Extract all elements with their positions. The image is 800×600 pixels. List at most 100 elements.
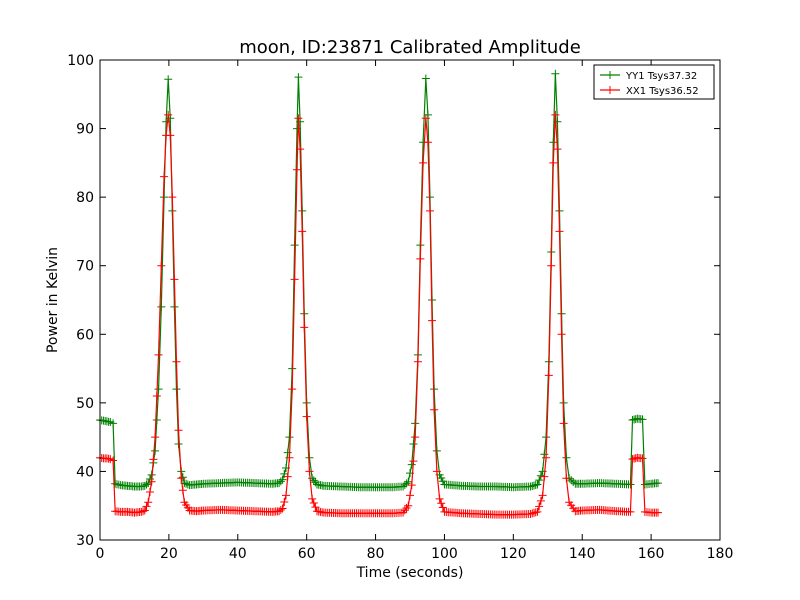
- data-point-marker: [540, 472, 549, 481]
- data-point-marker: [421, 74, 430, 83]
- legend-marker: [606, 86, 614, 94]
- data-point-marker: [174, 426, 183, 435]
- y-tick-label: 90: [76, 122, 94, 138]
- data-point-marker: [309, 476, 318, 485]
- data-point-marker: [166, 131, 175, 140]
- data-point-marker: [182, 479, 191, 488]
- data-point-marker: [533, 480, 542, 489]
- data-point-marker: [137, 507, 146, 516]
- data-point-marker: [542, 433, 551, 442]
- data-point-marker: [151, 433, 160, 442]
- data-point-marker: [283, 448, 292, 457]
- data-point-marker: [407, 460, 416, 469]
- data-point-marker: [154, 350, 163, 359]
- data-point-marker: [559, 419, 568, 428]
- data-point-marker: [285, 453, 294, 462]
- data-point-marker: [147, 477, 156, 486]
- data-point-marker: [402, 479, 411, 488]
- data-point-marker: [528, 509, 537, 518]
- x-tick-label: 0: [96, 546, 105, 562]
- x-tick-label: 100: [431, 546, 458, 562]
- data-point-marker: [399, 482, 408, 491]
- data-point-marker: [151, 446, 160, 455]
- data-point-marker: [276, 505, 285, 514]
- data-point-marker: [172, 385, 181, 394]
- series-0: [96, 69, 662, 492]
- data-point-marker: [419, 158, 428, 167]
- data-point-marker: [160, 172, 169, 181]
- data-point-marker: [278, 504, 287, 513]
- data-point-marker: [290, 275, 299, 284]
- data-point-marker: [638, 454, 647, 463]
- data-point-marker: [296, 117, 305, 126]
- data-point-marker: [168, 193, 177, 202]
- data-point-marker: [305, 467, 314, 476]
- data-point-marker: [535, 502, 544, 511]
- data-point-marker: [293, 165, 302, 174]
- data-point-marker: [400, 480, 409, 489]
- data-point-marker: [285, 433, 294, 442]
- data-point-marker: [438, 503, 447, 512]
- data-point-marker: [626, 480, 635, 489]
- data-point-marker: [302, 412, 311, 421]
- data-point-marker: [423, 138, 432, 147]
- data-point-marker: [531, 480, 540, 489]
- data-point-marker: [142, 502, 151, 511]
- data-point-marker: [428, 316, 437, 325]
- data-point-marker: [178, 473, 187, 482]
- data-point-marker: [280, 497, 289, 506]
- data-point-marker: [638, 415, 647, 424]
- y-tick-label: 80: [76, 190, 94, 206]
- data-point-marker: [140, 506, 149, 515]
- data-point-marker: [157, 302, 166, 311]
- data-point-marker: [309, 498, 318, 507]
- data-point-marker: [152, 416, 161, 424]
- data-point-marker: [308, 494, 317, 503]
- data-point-marker: [562, 474, 571, 483]
- legend-box: [593, 64, 715, 100]
- data-point-marker: [536, 496, 545, 505]
- data-point-marker: [298, 227, 307, 236]
- data-point-marker: [288, 385, 297, 394]
- data-point-marker: [535, 476, 544, 485]
- legend-marker: [606, 71, 614, 79]
- data-point-marker: [404, 501, 413, 510]
- data-point-marker: [406, 491, 414, 500]
- data-point-marker: [283, 472, 292, 481]
- data-point-marker: [549, 158, 558, 167]
- data-point-marker: [145, 488, 154, 496]
- data-point-marker: [276, 477, 285, 486]
- data-point-marker: [144, 498, 153, 507]
- y-tick-label: 40: [76, 464, 94, 480]
- data-point-marker: [432, 467, 441, 476]
- data-point-marker: [533, 507, 542, 516]
- data-point-marker: [654, 479, 662, 488]
- data-point-marker: [553, 145, 562, 154]
- chart-title: moon, ID:23871 Calibrated Amplitude: [239, 37, 581, 58]
- data-point-marker: [152, 392, 161, 400]
- plot-area: [96, 59, 721, 541]
- x-tick-label: 20: [160, 546, 178, 562]
- data-point-marker: [294, 73, 303, 82]
- data-point-marker: [290, 241, 299, 250]
- plot-background: [100, 60, 720, 540]
- data-point-marker: [530, 481, 538, 490]
- y-tick-label: 70: [76, 259, 94, 275]
- plot-frame: [99, 59, 721, 541]
- data-point-marker: [551, 69, 560, 78]
- x-tick-label: 140: [569, 546, 596, 562]
- data-point-marker: [164, 110, 173, 119]
- data-point-marker: [530, 508, 538, 517]
- data-point-marker: [538, 491, 547, 500]
- data-point-marker: [549, 138, 558, 147]
- data-point-marker: [569, 477, 578, 486]
- data-point-marker: [437, 474, 446, 483]
- data-point-marker: [174, 440, 183, 448]
- y-tick-label: 30: [76, 533, 94, 549]
- x-tick-label: 60: [298, 546, 316, 562]
- data-point-marker: [294, 114, 303, 123]
- data-point-marker: [654, 508, 662, 517]
- x-tick-label: 180: [707, 546, 734, 562]
- data-point-marker: [425, 206, 434, 215]
- data-point-marker: [416, 254, 425, 263]
